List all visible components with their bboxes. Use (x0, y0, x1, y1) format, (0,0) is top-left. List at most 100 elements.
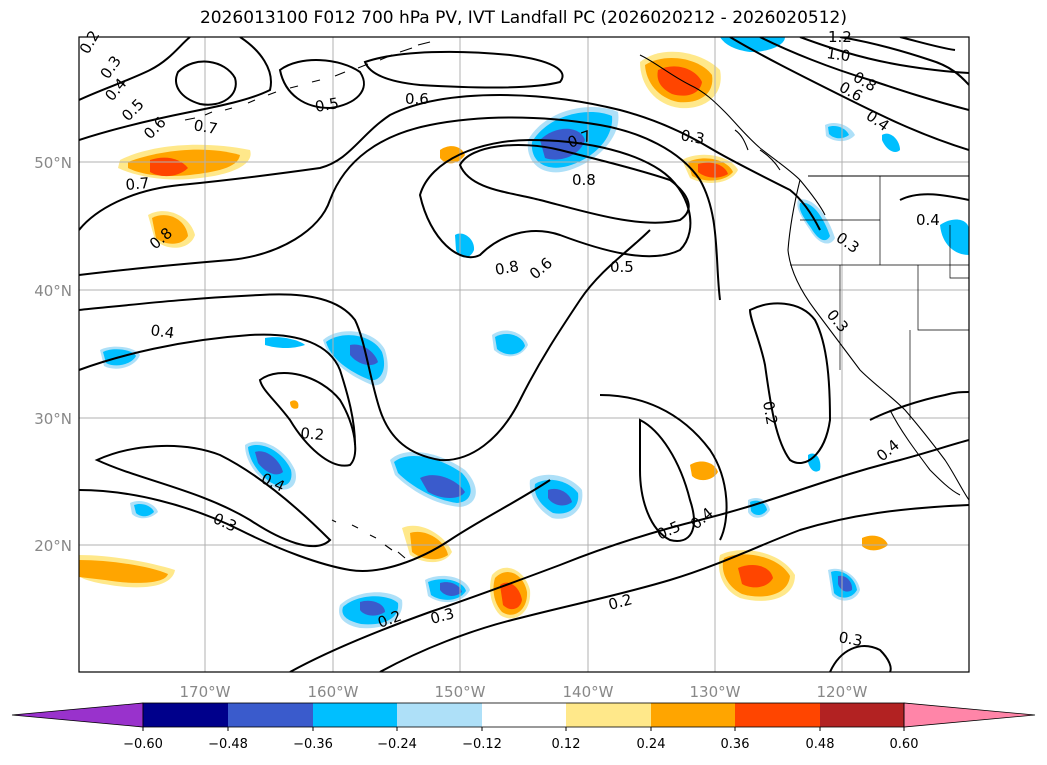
contour-line (363, 50, 564, 89)
colorbar-tick-label: 0.24 (637, 737, 666, 752)
colorbar-segment (228, 703, 313, 727)
colorbar-tick-label: 0.12 (552, 737, 581, 752)
contour-line (278, 59, 365, 110)
contour-line (729, 37, 969, 151)
colorbar: −0.60 −0.48 −0.36 −0.24 −0.12 0.12 0.24 … (11, 702, 1036, 752)
contour-label: 0.8 (494, 257, 521, 279)
blob (698, 162, 728, 178)
contour-label: 0.6 (405, 90, 429, 108)
blob (657, 66, 702, 96)
lon-tick-labels: 170°W 160°W 150°W 140°W 130°W 120°W (180, 683, 868, 701)
contour-line (759, 37, 969, 111)
blob (255, 451, 283, 475)
blob (548, 488, 572, 506)
contour-line (839, 37, 969, 86)
contour-line (79, 37, 272, 141)
lon-tick-label: 170°W (180, 683, 231, 701)
lon-tick-label: 120°W (817, 683, 868, 701)
alaska-coast (639, 54, 826, 216)
lat-tick-labels: 50°N 40°N 30°N 20°N (34, 154, 72, 555)
colorbar-tick-label: −0.24 (377, 737, 417, 752)
contour-line (79, 479, 551, 572)
contour-label: 0.8 (572, 171, 596, 189)
contour-line (79, 93, 821, 231)
west-coast (787, 179, 969, 501)
blob (360, 600, 385, 616)
pv-shading (79, 37, 969, 629)
blob (940, 219, 969, 255)
pv-contours (79, 37, 969, 672)
contour-line (458, 144, 690, 224)
state-borders (790, 176, 969, 420)
colorbar-tick-label: −0.48 (208, 737, 248, 752)
blob (690, 461, 718, 481)
baja-coast (889, 409, 961, 496)
colorbar-ticks (142, 727, 905, 731)
queen-charlotte (734, 129, 781, 171)
lat-tick-label: 30°N (34, 410, 72, 428)
contour-line (79, 116, 721, 301)
colorbar-segment (482, 703, 566, 727)
colorbar-segment (651, 703, 735, 727)
contour-label: 0.2 (606, 590, 634, 614)
lat-tick-label: 50°N (34, 154, 72, 172)
contour-label: 0.3 (837, 628, 864, 650)
contour-line (79, 229, 651, 462)
contour-line (175, 60, 237, 106)
contour-line (289, 439, 969, 672)
blob (265, 337, 305, 349)
contour-line (639, 418, 695, 542)
contour-line (829, 645, 892, 672)
contour-label: 0.4 (916, 211, 940, 229)
lat-tick-label: 20°N (34, 537, 72, 555)
contour-line (899, 193, 969, 201)
contour-label: 0.3 (428, 604, 456, 628)
blob (350, 344, 378, 366)
blob (134, 503, 154, 517)
contour-label: 0.2 (300, 424, 325, 444)
colorbar-segment (397, 703, 482, 727)
lon-tick-label: 140°W (563, 683, 614, 701)
map-title: 2026013100 F012 700 hPa PV, IVT Landfall… (199, 8, 847, 28)
gridlines (79, 37, 969, 672)
contour-line (79, 37, 191, 101)
contour-line (418, 138, 692, 259)
contour-line (799, 37, 969, 74)
blob (882, 133, 900, 152)
contour-line (748, 302, 832, 465)
blob (440, 582, 462, 596)
colorbar-tick-label: −0.12 (462, 737, 502, 752)
contour-label: 0.4 (149, 321, 175, 342)
colorbar-segment (566, 703, 651, 727)
coastlines (184, 41, 969, 559)
blob (440, 146, 465, 164)
contour-line (79, 333, 356, 446)
contour-label: 1.2 (828, 28, 852, 46)
plot-frame (78, 36, 970, 673)
blob (738, 565, 773, 588)
blob (495, 333, 525, 355)
contour-line (599, 394, 728, 541)
lon-tick-label: 130°W (690, 683, 741, 701)
contour-label: 0.7 (125, 174, 150, 194)
colorbar-extend-low (11, 702, 144, 728)
colorbar-segment (143, 703, 228, 727)
contour-line (94, 444, 332, 548)
blob (540, 128, 585, 160)
contour-label: 0.3 (679, 126, 706, 148)
blob (152, 215, 188, 244)
colorbar-tick-label: 0.48 (806, 737, 835, 752)
colorbar-extend-high (903, 702, 1036, 728)
contour-label: 0.2 (759, 400, 781, 427)
colorbar-tick-label: 0.36 (721, 737, 750, 752)
plot-area (79, 37, 969, 672)
colorbar-segment (735, 703, 820, 727)
contour-label: 0.5 (314, 94, 341, 116)
blob (828, 125, 849, 139)
contour-label: 0.7 (192, 116, 219, 138)
lon-tick-label: 150°W (435, 683, 486, 701)
contour-line (899, 37, 956, 51)
colorbar-tick-label: −0.60 (123, 737, 163, 752)
blob (79, 560, 168, 583)
